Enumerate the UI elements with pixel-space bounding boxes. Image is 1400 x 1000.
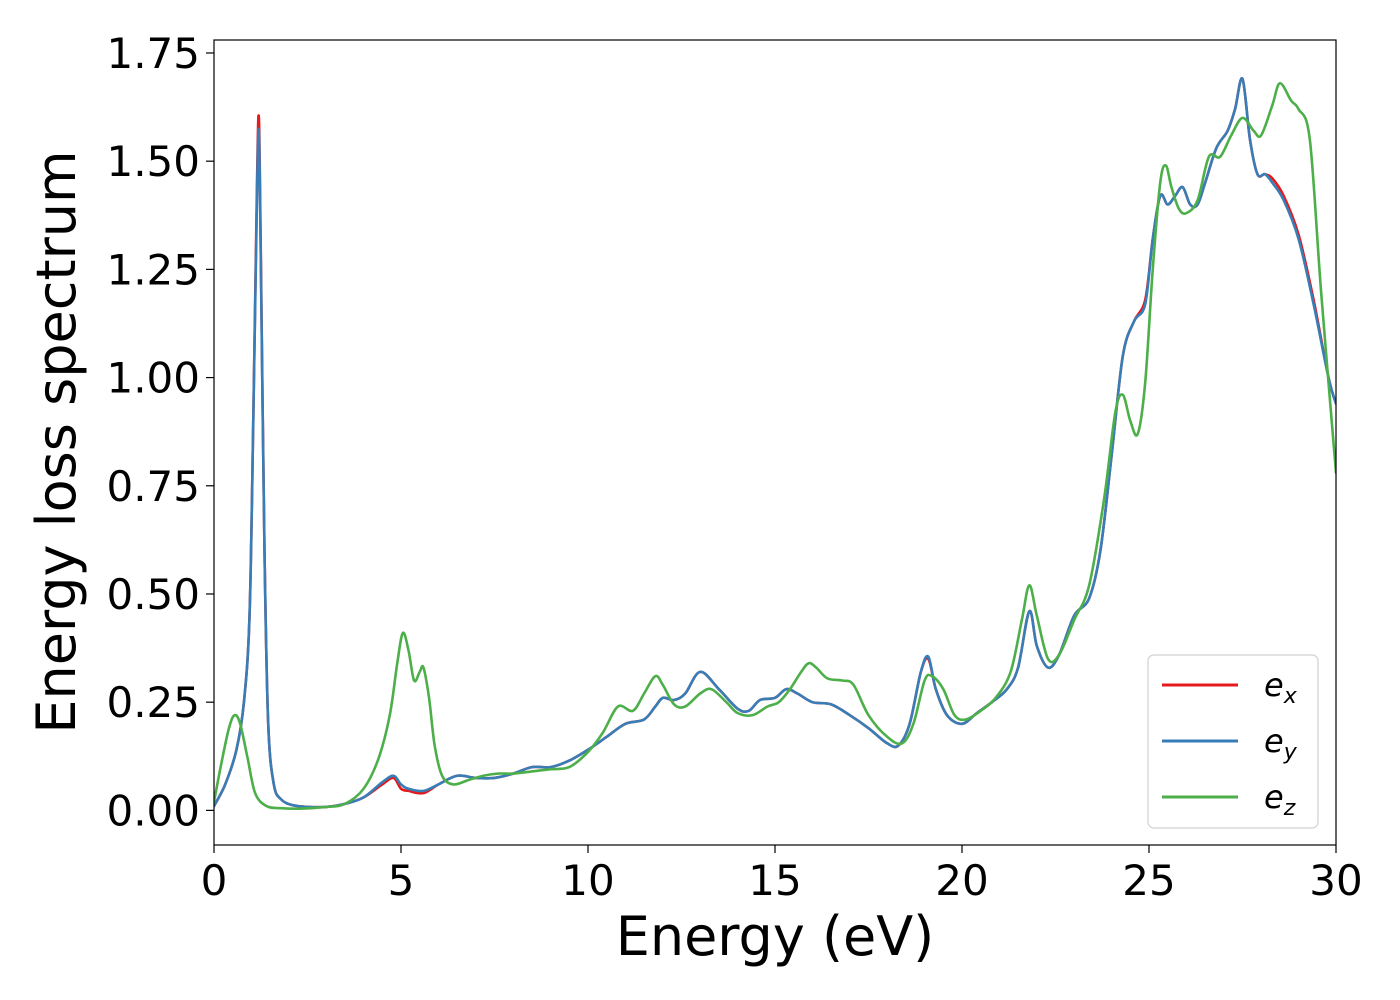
series-layer <box>214 77 1336 811</box>
x-tick-label: 25 <box>1122 856 1175 905</box>
x-axis: 0 5 10 15 20 25 30 <box>201 845 1363 905</box>
y-tick-label: 0.75 <box>106 462 200 511</box>
x-tick-label: 30 <box>1309 856 1362 905</box>
x-tick-label: 15 <box>748 856 801 905</box>
y-tick-label: 0.00 <box>106 786 200 835</box>
series-line-e-y <box>214 77 1336 809</box>
series-line-e-z <box>214 81 1336 811</box>
y-tick-label: 1.00 <box>106 354 200 403</box>
y-tick-label: 0.50 <box>106 570 200 619</box>
y-axis: 0.00 0.25 0.50 0.75 1.00 1.25 1.50 1.75 <box>106 29 214 835</box>
y-tick-label: 1.25 <box>106 245 200 294</box>
y-tick-label: 0.25 <box>106 678 200 727</box>
x-tick-label: 5 <box>388 856 415 905</box>
x-tick-label: 10 <box>561 856 614 905</box>
x-tick-label: 0 <box>201 856 228 905</box>
y-axis-title: Energy loss spectrum <box>25 150 88 733</box>
legend-label-x: ex <box>1264 666 1298 709</box>
x-axis-title: Energy (eV) <box>616 905 935 968</box>
legend-label-y: ey <box>1264 722 1298 765</box>
y-tick-label: 1.75 <box>106 29 200 78</box>
x-tick-label: 20 <box>935 856 988 905</box>
y-tick-label: 1.50 <box>106 137 200 186</box>
